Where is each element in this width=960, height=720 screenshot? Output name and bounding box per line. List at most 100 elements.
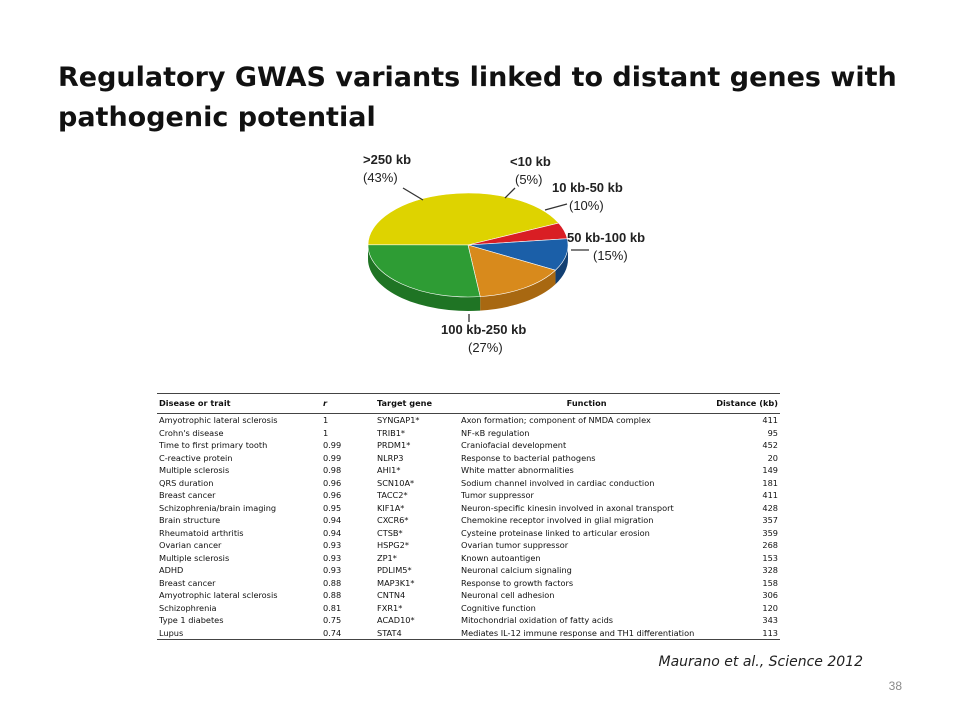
cell-r: 0.98 [323,465,342,476]
header-distance: Distance (kb) [714,393,780,414]
pie-slice-side [480,270,556,311]
cell-trait: Crohn's disease [159,427,224,438]
pie-leader-line [504,187,516,199]
cell-distance: 357 [762,515,778,526]
cell-function: Sodium channel involved in cardiac condu… [461,477,655,488]
cell-trait: C-reactive protein [159,452,233,463]
cell-r: 0.81 [323,602,342,613]
slide-title: Regulatory GWAS variants linked to dista… [58,62,897,133]
cell-function: Neuronal cell adhesion [461,590,555,601]
cell-r: 1 [323,415,329,426]
header-r: r [321,393,375,414]
pie-label: <10 kb [510,154,551,169]
table-header-row: Disease or trait r Target gene Function … [157,393,780,414]
cell-distance: 158 [762,577,778,588]
cell-distance: 20 [767,452,778,463]
table-row: Multiple sclerosis 0.98 AHI1* White matter … [157,464,780,477]
cell-r: 0.75 [323,615,342,626]
cell-r: 0.74 [321,626,375,640]
cell-function: Ovarian tumor suppressor [461,540,569,551]
pie-labels: >250 kb (43%) <10 kb (5%) 10 kb-50 kb (10%) 50… [363,152,645,355]
table-row: QRS duration 0.96 SCN10A* Sodium channel in… [157,477,780,490]
cell-trait: Lupus [157,626,321,640]
cell-r: 0.96 [323,490,342,501]
cell-trait: Amyotrophic lateral sclerosis [159,590,278,601]
cell-function: Response to growth factors [461,577,574,588]
cell-gene: AHI1* [377,465,401,476]
table-row: Lupus 0.74 STAT4 Mediates IL-12 immune resp… [157,626,780,640]
cell-gene: PRDM1* [377,440,411,451]
pie-slice [467,244,557,297]
cell-trait: Type 1 diabetes [159,615,224,626]
table-row: Crohn's disease 1 TRIB1* NF-κB regulation 95 [157,427,780,440]
cell-trait: Rheumatoid arthritis [159,527,244,538]
cell-trait: Amyotrophic lateral sclerosis [159,415,278,426]
table-row: Amyotrophic lateral sclerosis 1 SYNGAP1* Ax… [157,414,780,427]
table-row: Type 1 diabetes 0.75 ACAD10* Mitochondrial … [157,614,780,627]
pie-percent: (5%) [515,172,542,187]
cell-function: Axon formation; component of NMDA comple… [461,415,651,426]
cell-r: 0.94 [323,515,342,526]
cell-gene: CXCR6* [377,515,409,526]
cell-distance: 120 [762,602,778,613]
cell-gene: CTSB* [377,527,403,538]
cell-distance: 343 [762,615,778,626]
cell-gene: SYNGAP1* [377,415,420,426]
pie-slice-side [368,245,481,311]
table-row: C-reactive protein 0.99 NLRP3 Response to b… [157,452,780,465]
pie-label: 50 kb-100 kb [567,230,645,245]
cell-function: Known autoantigen [461,552,541,563]
pie-chart: >250 kb (43%) <10 kb (5%) 10 kb-50 kb (10%) 50… [363,152,645,355]
cell-trait: Multiple sclerosis [159,552,230,563]
page-number: 38 [888,679,902,693]
cell-distance: 113 [714,626,780,640]
cell-distance: 328 [762,565,778,576]
cell-function: Craniofacial development [461,440,567,451]
cell-function: Mitochondrial oxidation of fatty acids [461,615,614,626]
cell-distance: 411 [762,490,778,501]
table-body: Amyotrophic lateral sclerosis 1 SYNGAP1* Ax… [157,414,780,640]
cell-gene: PDLIM5* [377,565,412,576]
cell-gene: STAT4 [375,626,459,640]
header-gene: Target gene [375,393,459,414]
table-row: Schizophrenia/brain imaging 0.95 KIF1A* Neu… [157,502,780,515]
cell-r: 0.88 [323,590,342,601]
table-row: Amyotrophic lateral sclerosis 0.88 CNTN4 Ne… [157,589,780,602]
cell-gene: NLRP3 [377,452,404,463]
pie-percent: (43%) [363,170,398,185]
cell-gene: ACAD10* [377,615,415,626]
table-row: Schizophrenia 0.81 FXR1* Cognitive function… [157,602,780,615]
cell-gene: KIF1A* [377,502,405,513]
cell-gene: MAP3K1* [377,577,415,588]
cell-trait: Brain structure [159,515,221,526]
table-row: Brain structure 0.94 CXCR6* Chemokine recep… [157,514,780,527]
cell-r: 0.88 [323,577,342,588]
cell-distance: 359 [762,527,778,538]
cell-distance: 153 [762,552,778,563]
cell-function: Cysteine proteinase linked to articular … [461,527,650,538]
table-row: Breast cancer 0.96 TACC2* Tumor suppressor 4… [157,489,780,502]
cell-r: 0.95 [323,502,342,513]
cell-trait: Schizophrenia/brain imaging [159,502,277,513]
pie-label: 100 kb-250 kb [441,322,526,337]
cell-r: 0.93 [323,552,342,563]
cell-r: 0.93 [323,540,342,551]
pie-leader-line [544,203,568,211]
pie-leader-line [402,187,424,201]
cell-distance: 95 [767,427,778,438]
table-row: Ovarian cancer 0.93 HSPG2* Ovarian tumor su… [157,539,780,552]
cell-distance: 149 [762,465,778,476]
pie-slice [367,192,560,246]
cell-distance: 268 [762,540,778,551]
cell-r: 0.99 [323,452,342,463]
cell-function: Neuronal calcium signaling [461,565,572,576]
header-function: Function [459,393,715,414]
cell-distance: 428 [762,502,778,513]
cell-r: 0.99 [323,440,342,451]
cell-trait: Multiple sclerosis [159,465,230,476]
cell-r: 0.94 [323,527,342,538]
pie-label: 10 kb-50 kb [552,180,623,195]
cell-gene: HSPG2* [377,540,409,551]
cell-function: White matter abnormalities [461,465,574,476]
pie-label: >250 kb [363,152,411,167]
